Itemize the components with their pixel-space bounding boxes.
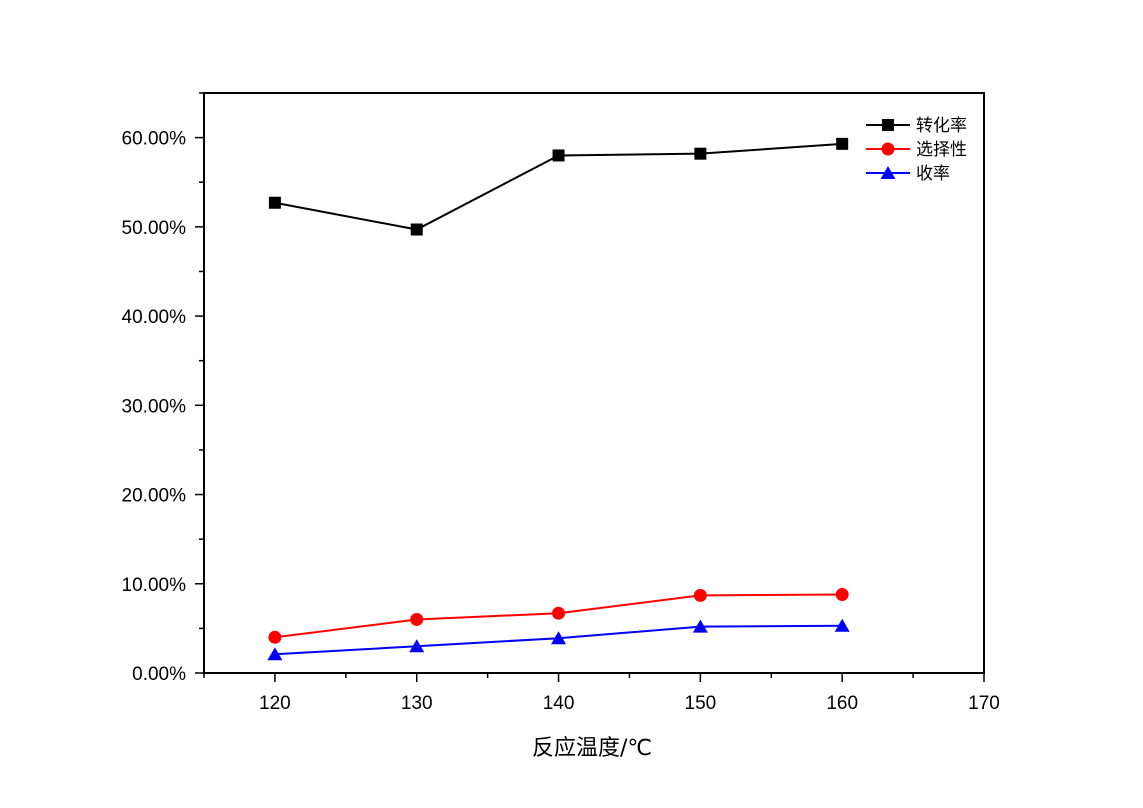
x-axis-title: 反应温度/℃ — [532, 736, 652, 761]
data-point — [410, 612, 424, 626]
data-point — [267, 647, 283, 661]
data-point — [694, 147, 707, 160]
x-tick-label: 140 — [543, 693, 575, 714]
legend-item: 转化率 — [866, 116, 967, 136]
data-point — [693, 588, 707, 602]
data-point — [692, 619, 708, 633]
data-point — [552, 149, 565, 162]
y-tick-label: 20.00% — [122, 486, 187, 507]
x-tick-label: 130 — [401, 693, 433, 714]
data-point — [552, 606, 566, 620]
data-point — [551, 631, 567, 645]
legend-marker — [881, 142, 895, 156]
legend-label: 转化率 — [916, 116, 967, 136]
y-tick-label: 0.00% — [132, 664, 186, 685]
series-layer — [267, 137, 850, 661]
data-point — [834, 618, 850, 632]
data-point — [409, 639, 425, 653]
legend-marker — [882, 119, 894, 131]
x-tick-label: 120 — [259, 693, 291, 714]
axes: 120 130 140 150 160 170 0.00% 10.00% 20.00% 30.00… — [122, 92, 1000, 714]
x-tick-label: 170 — [968, 693, 1000, 714]
y-tick-label: 60.00% — [122, 129, 187, 150]
y-tick-label: 30.00% — [122, 396, 187, 417]
data-point — [268, 196, 281, 209]
series-2 — [268, 587, 849, 644]
data-point — [410, 223, 423, 236]
data-point — [836, 137, 849, 150]
legend-item: 选择性 — [866, 140, 967, 160]
legend-label: 收率 — [916, 164, 950, 184]
legend-marker — [880, 166, 896, 179]
data-point — [835, 587, 849, 601]
y-tick-label: 10.00% — [122, 575, 187, 596]
series-3 — [267, 618, 850, 661]
plot-frame — [203, 92, 985, 674]
series-1 — [268, 137, 849, 236]
x-tick-label: 150 — [685, 693, 717, 714]
data-point — [268, 630, 282, 644]
y-tick-label: 40.00% — [122, 307, 187, 328]
x-tick-label: 160 — [826, 693, 858, 714]
y-tick-label: 50.00% — [122, 218, 187, 239]
legend-item: 收率 — [866, 164, 950, 184]
legend-label: 选择性 — [916, 140, 967, 160]
